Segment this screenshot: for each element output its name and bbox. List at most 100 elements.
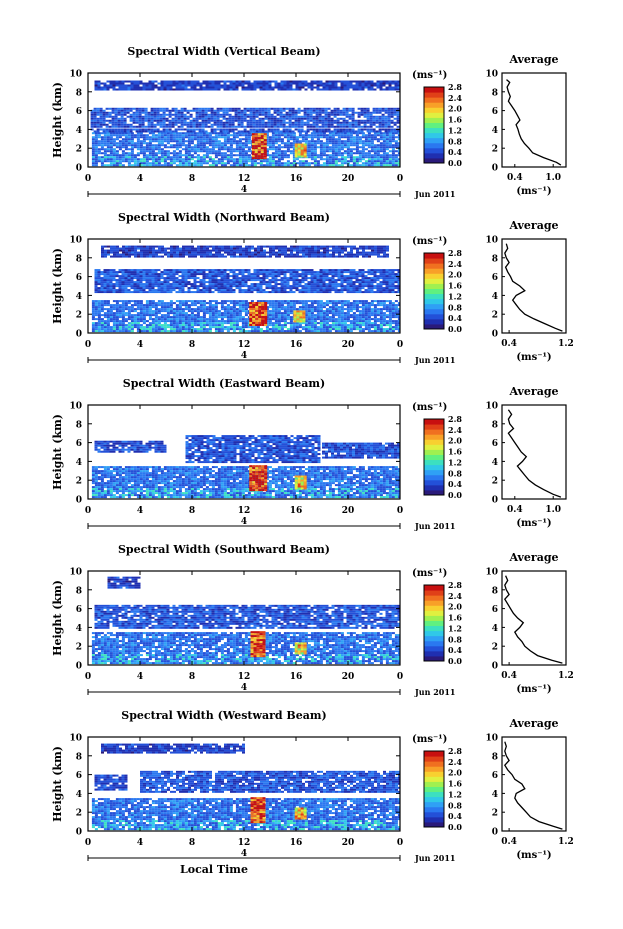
heatmap-cell-0 <box>130 148 134 151</box>
heatmap-cell-0 <box>202 302 206 305</box>
heatmap-cell-0 <box>127 148 131 151</box>
heatmap-cell-0 <box>181 318 185 321</box>
heatmap-cell-1 <box>366 130 370 133</box>
heatmap-cell-0 <box>238 150 242 153</box>
heatmap-cell-0 <box>103 316 107 319</box>
heatmap-cell-0 <box>322 302 326 305</box>
heatmap-cell-1 <box>118 269 122 272</box>
heatmap-cell-0 <box>196 162 200 165</box>
heatmap-cell-0 <box>139 132 143 135</box>
heatmap-cell-0 <box>292 156 296 159</box>
heatmap-cell-1 <box>117 130 121 133</box>
colorbar-unit: (ms⁻¹) <box>412 70 447 81</box>
heatmap-cell-0 <box>355 324 359 327</box>
heatmap-cell-1 <box>115 281 119 284</box>
heatmap-cell-0 <box>247 148 251 151</box>
heatmap-cell-2 <box>171 117 175 120</box>
heatmap-cell-0 <box>133 158 137 161</box>
heatmap-cell-0 <box>316 314 320 317</box>
heatmap-cell-2 <box>294 111 298 114</box>
heatmap-cell-0 <box>151 140 155 143</box>
heatmap-cell-0 <box>235 304 239 307</box>
heatmap-cell-0 <box>349 134 353 137</box>
heatmap-cell-2 <box>138 119 142 122</box>
heatmap-cell-2 <box>264 123 268 126</box>
heatmap-cell-1 <box>136 281 140 284</box>
heatmap-cell-0 <box>265 148 269 151</box>
heatmap-cell-0 <box>259 330 263 333</box>
heatmap-cell-0 <box>142 318 146 321</box>
heatmap-cell-0 <box>325 142 329 145</box>
heatmap-cell-0 <box>271 146 275 149</box>
heatmap-cell-3 <box>358 82 362 85</box>
heatmap-cell-2 <box>288 125 292 128</box>
heatmap-cell-1 <box>148 275 152 278</box>
heatmap-cell-0 <box>103 328 107 331</box>
heatmap-cell-0 <box>142 140 146 143</box>
heatmap-cell-2 <box>138 117 142 120</box>
heatmap-cell-3 <box>304 84 308 87</box>
heatmap-cell-2 <box>171 119 175 122</box>
heatmap-cell-0 <box>133 300 137 303</box>
heatmap-cell-0 <box>133 160 137 163</box>
heatmap-cell-3 <box>337 80 341 83</box>
heatmap-cell-3 <box>160 86 164 89</box>
heatmap-cell-4 <box>257 139 261 142</box>
heatmap-cell-0 <box>289 322 293 325</box>
heatmap-cell-2 <box>180 117 184 120</box>
heatmap-cell-2 <box>135 117 139 120</box>
heatmap-cell-2 <box>267 125 271 128</box>
heatmap-cell-2 <box>168 111 172 114</box>
heatmap-cell-0 <box>232 320 236 323</box>
heatmap-cell-0 <box>211 308 215 311</box>
heatmap-cell-0 <box>280 140 284 143</box>
heatmap-cell-0 <box>214 316 218 319</box>
heatmap-cell-0 <box>151 144 155 147</box>
heatmap-cell-0 <box>388 154 392 157</box>
heatmap-cell-1 <box>300 128 304 131</box>
heatmap-cell-2 <box>351 125 355 128</box>
heatmap-cell-0 <box>271 152 275 155</box>
heatmap-cell-0 <box>181 160 185 163</box>
heatmap-cell-2 <box>330 111 334 114</box>
heatmap-cell-2 <box>255 111 259 114</box>
heatmap-cell-0 <box>391 144 395 147</box>
heatmap-cell-0 <box>124 146 128 149</box>
heatmap-cell-0 <box>352 160 356 163</box>
heatmap-cell-2 <box>102 113 106 116</box>
heatmap-cell-4 <box>257 137 261 140</box>
heatmap-cell-0 <box>211 162 215 165</box>
heatmap-cell-0 <box>106 158 110 161</box>
heatmap-cell-0 <box>352 156 356 159</box>
heatmap-cell-0 <box>157 148 161 151</box>
heatmap-cell-2 <box>387 107 391 110</box>
heatmap-cell-0 <box>289 326 293 329</box>
heatmap-cell-0 <box>145 162 149 165</box>
heatmap-cell-0 <box>379 322 383 325</box>
heatmap-cell-0 <box>277 162 281 165</box>
heatmap-cell-1 <box>142 277 146 280</box>
heatmap-cell-2 <box>96 119 100 122</box>
heatmap-cell-2 <box>294 109 298 112</box>
heatmap-cell-3 <box>253 84 257 87</box>
heatmap-cell-0 <box>217 132 221 135</box>
heatmap-cell-3 <box>178 88 182 91</box>
heatmap-cell-2 <box>216 109 220 112</box>
heatmap-cell-0 <box>232 326 236 329</box>
heatmap-cell-0 <box>397 158 400 161</box>
heatmap-cell-0 <box>214 310 218 313</box>
heatmap-cell-1 <box>169 275 173 278</box>
heatmap-cell-2 <box>366 111 370 114</box>
heatmap-cell-0 <box>244 134 248 137</box>
heatmap-cell-1 <box>109 279 113 282</box>
heatmap-cell-4 <box>260 153 264 156</box>
heatmap-cell-0 <box>220 324 224 327</box>
heatmap-cell-0 <box>358 322 362 325</box>
heatmap-cell-0 <box>148 162 152 165</box>
heatmap-cell-3 <box>211 86 215 89</box>
heatmap-cell-0 <box>325 148 329 151</box>
heatmap-cell-1 <box>97 283 101 286</box>
heatmap-cell-2 <box>330 121 334 124</box>
heatmap-cell-0 <box>265 158 269 161</box>
heatmap-cell-0 <box>352 304 356 307</box>
